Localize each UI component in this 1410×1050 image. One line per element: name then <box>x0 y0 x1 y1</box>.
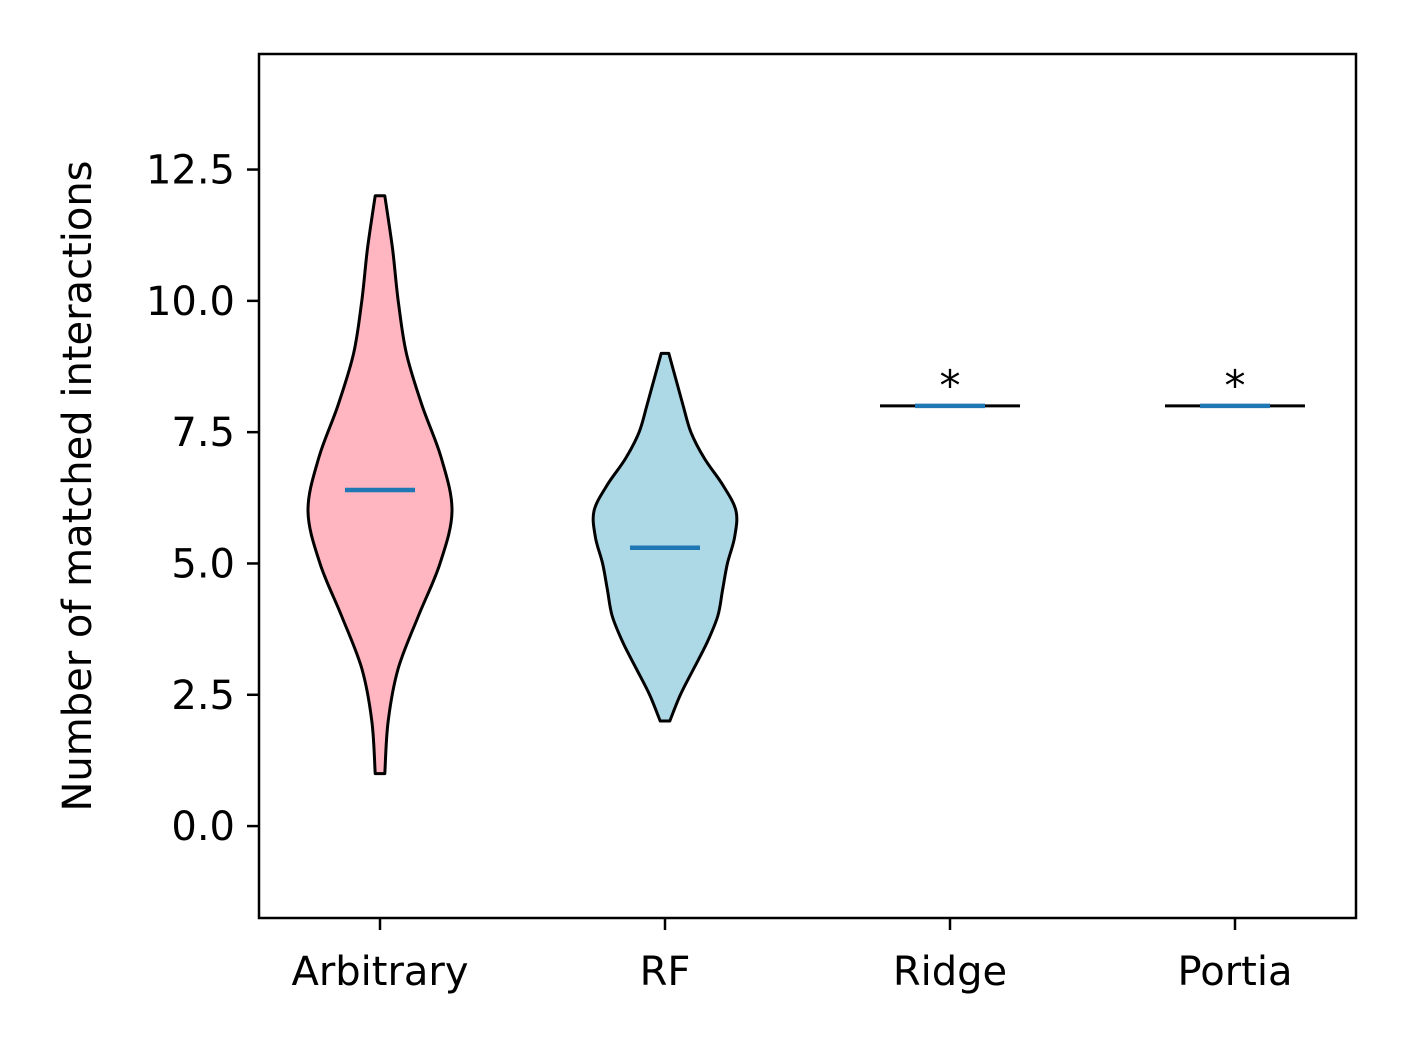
plot-layer: * * <box>306 194 1305 776</box>
annotation-star: * <box>1225 361 1246 410</box>
y-tick-label: 7.5 <box>171 410 235 456</box>
x-axis: Arbitrary RF Ridge Portia <box>291 918 1292 995</box>
x-tick-label: Arbitrary <box>291 949 468 995</box>
violin-body-arbitrary <box>306 194 454 776</box>
y-axis-title: Number of matched interactions <box>55 160 101 811</box>
y-tick-label: 2.5 <box>171 673 235 719</box>
violin-body-rf <box>591 351 739 723</box>
x-tick-label: RF <box>640 949 691 995</box>
x-tick-label: Portia <box>1178 949 1293 995</box>
y-tick-label: 12.5 <box>146 148 235 194</box>
annotation-star: * <box>940 361 961 410</box>
y-axis: 0.0 2.5 5.0 7.5 10.0 12.5 <box>146 148 259 850</box>
y-tick-label: 5.0 <box>171 541 235 587</box>
y-tick-label: 10.0 <box>146 279 235 325</box>
y-tick-label: 0.0 <box>171 804 235 850</box>
x-tick-label: Ridge <box>893 949 1007 995</box>
plot-frame <box>257 52 1358 920</box>
